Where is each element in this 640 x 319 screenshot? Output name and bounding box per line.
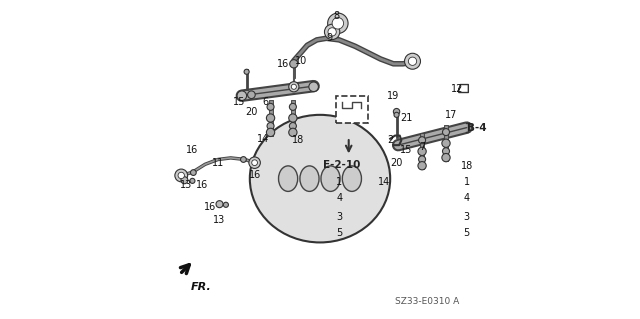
Ellipse shape [250,115,390,242]
Text: 16: 16 [196,180,208,190]
Ellipse shape [300,166,319,191]
Text: 13: 13 [213,215,226,225]
FancyBboxPatch shape [336,96,368,123]
Circle shape [324,24,340,40]
Text: 17: 17 [445,110,457,120]
Text: B-4: B-4 [467,122,486,133]
Circle shape [190,178,195,183]
Circle shape [419,137,426,144]
Circle shape [267,103,274,110]
Circle shape [394,108,400,115]
Circle shape [394,112,399,117]
Text: 6: 6 [262,97,269,107]
Circle shape [442,129,449,136]
Circle shape [291,84,296,89]
Circle shape [289,122,296,130]
Circle shape [181,177,188,184]
Circle shape [404,53,420,69]
Text: 20: 20 [390,158,403,168]
Text: 16: 16 [277,59,289,69]
Circle shape [442,148,449,155]
Circle shape [408,57,417,65]
Ellipse shape [278,166,298,191]
Ellipse shape [321,166,340,191]
Circle shape [267,122,274,130]
Circle shape [289,128,297,137]
Text: 16: 16 [248,170,260,181]
Text: E-2-10: E-2-10 [323,160,360,170]
Text: 13: 13 [180,180,192,190]
Circle shape [309,82,319,92]
Circle shape [289,103,296,110]
Text: 14: 14 [257,134,269,144]
Circle shape [252,160,257,166]
Circle shape [216,201,223,208]
Text: 11: 11 [212,158,224,168]
Circle shape [332,18,344,29]
Text: 10: 10 [295,56,307,66]
Circle shape [241,157,246,162]
Text: 3: 3 [336,212,342,222]
Text: 16: 16 [204,202,216,212]
Circle shape [419,156,426,163]
Circle shape [248,91,255,99]
Text: 4: 4 [336,193,342,203]
Circle shape [418,162,426,170]
Circle shape [191,170,196,175]
Text: 1: 1 [463,177,470,187]
Circle shape [418,147,426,156]
Text: 8: 8 [333,11,339,21]
Text: SZ33-E0310 A: SZ33-E0310 A [395,297,460,306]
Text: 1: 1 [336,177,342,187]
Text: 18: 18 [292,135,304,145]
Text: 16: 16 [186,145,198,155]
Circle shape [442,139,450,147]
Text: 18: 18 [461,161,473,171]
Text: 3: 3 [463,212,470,222]
Text: 19: 19 [387,91,399,101]
Text: 9: 9 [326,33,333,43]
Ellipse shape [342,166,362,191]
Circle shape [244,69,249,74]
Circle shape [223,202,228,207]
Circle shape [328,28,336,36]
Text: 12: 12 [451,84,463,94]
Text: 7: 7 [419,142,425,152]
Text: 20: 20 [245,107,258,117]
Circle shape [249,157,260,168]
Text: 21: 21 [400,113,412,123]
Circle shape [266,114,275,122]
Circle shape [289,114,297,122]
Text: 15: 15 [232,97,245,107]
Text: 4: 4 [463,193,470,203]
Circle shape [237,91,246,100]
Text: 5: 5 [336,228,342,238]
Text: 14: 14 [378,177,390,187]
Circle shape [442,153,450,162]
Text: 5: 5 [463,228,470,238]
Circle shape [289,82,299,92]
Text: FR.: FR. [191,282,212,292]
Text: 15: 15 [400,145,412,155]
Circle shape [290,60,298,68]
Circle shape [175,169,188,182]
Text: 2: 2 [387,135,394,145]
Circle shape [178,172,184,179]
Circle shape [328,13,348,33]
Circle shape [266,128,275,137]
